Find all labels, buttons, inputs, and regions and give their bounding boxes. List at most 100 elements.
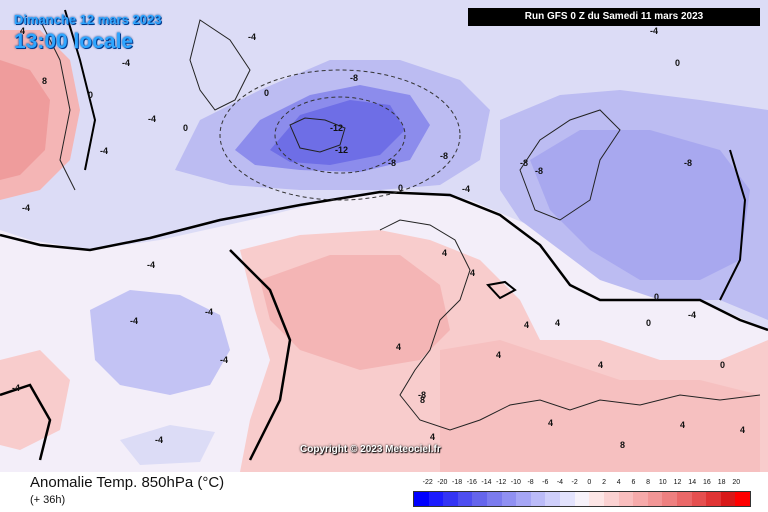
contour-label: 4 [740,425,746,435]
zero-contour-west [64,9,97,171]
legend-label: -20 [437,479,448,486]
legend-label: -16 [466,479,477,486]
legend-label: 12 [673,479,682,486]
run-info: Run GFS 0 Z du Samedi 11 mars 2023 [468,8,760,26]
contour-label: 8 [42,76,48,86]
legend-swatch [516,492,531,506]
legend-swatch [691,492,707,506]
legend-label: 4 [616,479,621,486]
legend-label: 2 [602,479,606,486]
contour-label: 4 [430,432,436,442]
legend-swatch [735,492,751,506]
chart-footer: Anomalie Temp. 850hPa (°C) (+ 36h) -22 -2… [0,472,768,512]
contour-label: -4 [122,58,131,68]
contour-label: -8 [535,166,544,176]
legend-swatch [457,492,473,506]
cold-blob-south [120,425,215,465]
contour-label: 4 [396,342,402,352]
contour-label: 4 [470,268,476,278]
zero-contour-east [719,149,747,301]
cold-blob-atlantic [90,290,230,395]
legend-swatch [706,492,721,506]
contour-label: 4 [555,318,561,328]
coastline-iceland [289,117,346,153]
coastline-canada [39,19,76,191]
legend-label: -12 [496,479,507,486]
contour-label: 4 [548,418,554,428]
legend-swatch [574,492,590,506]
legend-swatch [618,492,634,506]
coastline-island [486,280,517,300]
contour-label: -12 [335,145,349,155]
legend-colorbar [413,491,751,507]
legend-swatch [414,492,429,506]
contour-label: 0 [654,292,660,302]
contour-label: -4 [205,307,214,317]
warm-area-southwest [0,350,70,450]
contour-label: -4 [12,383,21,393]
contour-label: 0 [88,90,94,100]
contour-label: 4 [524,320,530,330]
legend-label: 8 [646,479,651,486]
contour-label: 0 [264,88,270,98]
zero-contour-north [0,190,768,332]
anomaly-map: Dimanche 12 mars 2023 13:00 locale Run G… [0,0,768,472]
zero-contour-southwest [0,383,52,461]
contour-label: -8 [388,158,397,168]
forecast-time: 13:00 locale [14,30,134,53]
contour-label: -4 [248,32,257,42]
contour-label: 0 [183,123,189,133]
legend-swatch [443,492,458,506]
contour-label: 0 [646,318,652,328]
legend-swatch [501,492,517,506]
legend-swatch [589,492,604,506]
chart-title: Anomalie Temp. 850hPa (°C) [30,474,225,491]
legend-swatch [633,492,648,506]
contour-label: 4 [680,420,686,430]
legend-label: 20 [732,479,741,486]
contour-label: -8 [684,158,693,168]
contour-ring-iceland-outer [219,69,461,201]
legend-labels: -22 -20 -18 -16 -14 -12 -10 -8 -6 -4 -2 0 2 4 6 8 10 12 14… [413,479,751,489]
warm-core-west [0,60,50,180]
contour-label: 4 [598,360,604,370]
contour-label: 8 [420,395,426,405]
legend-label: 18 [717,479,726,486]
legend-label: 6 [631,479,636,486]
contour-label: -4 [148,114,157,124]
contour-label: -4 [147,260,156,270]
legend-label: 10 [658,479,667,486]
legend-label: -6 [542,479,549,486]
legend-swatch [487,492,502,506]
legend-swatch [530,492,546,506]
legend-swatch [545,492,561,506]
contour-label: 0 [720,360,726,370]
forecast-date: Dimanche 12 mars 2023 [14,12,162,27]
copyright-text: Copyright © 2023 Meteociel.fr [300,444,441,455]
contour-label: -8 [350,73,359,83]
contour-label: -4 [22,203,31,213]
legend-swatch [428,492,444,506]
forecast-offset: (+ 36h) [30,494,66,506]
legend-swatch [560,492,575,506]
legend-swatch [662,492,677,506]
legend-swatch [676,492,692,506]
legend-label: -4 [556,479,564,486]
coastline-europe [379,219,761,431]
legend-label: -22 [422,479,433,486]
legend-label: -14 [481,479,492,486]
legend-label: -18 [452,479,463,486]
contour-label: -4 [462,184,471,194]
contour-label: -4 [100,146,109,156]
contour-label: -4 [688,310,697,320]
color-legend: -22 -20 -18 -16 -14 -12 -10 -8 -6 -4 -2 0 2 4 6 8 10 12 14… [413,479,751,509]
contour-label: -8 [520,158,529,168]
legend-label: -2 [571,479,578,486]
warm-area-mediterranean [440,340,760,472]
legend-label: 14 [688,479,697,486]
legend-swatch [720,492,736,506]
legend-swatch [472,492,488,506]
contour-label: -12 [330,123,344,133]
legend-swatch [603,492,619,506]
contour-ring-iceland [274,96,406,174]
